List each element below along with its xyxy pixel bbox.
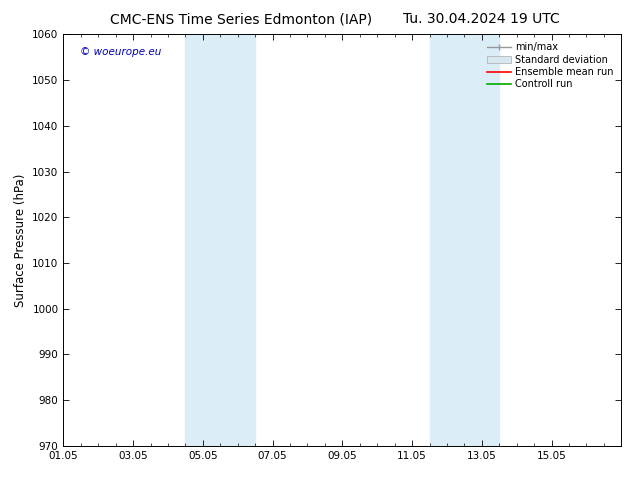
Bar xyxy=(429,34,500,446)
Text: © woeurope.eu: © woeurope.eu xyxy=(80,47,162,57)
Text: Tu. 30.04.2024 19 UTC: Tu. 30.04.2024 19 UTC xyxy=(403,12,560,26)
Bar xyxy=(185,34,255,446)
Legend: min/max, Standard deviation, Ensemble mean run, Controll run: min/max, Standard deviation, Ensemble me… xyxy=(484,39,616,92)
Y-axis label: Surface Pressure (hPa): Surface Pressure (hPa) xyxy=(14,173,27,307)
Text: CMC-ENS Time Series Edmonton (IAP): CMC-ENS Time Series Edmonton (IAP) xyxy=(110,12,372,26)
